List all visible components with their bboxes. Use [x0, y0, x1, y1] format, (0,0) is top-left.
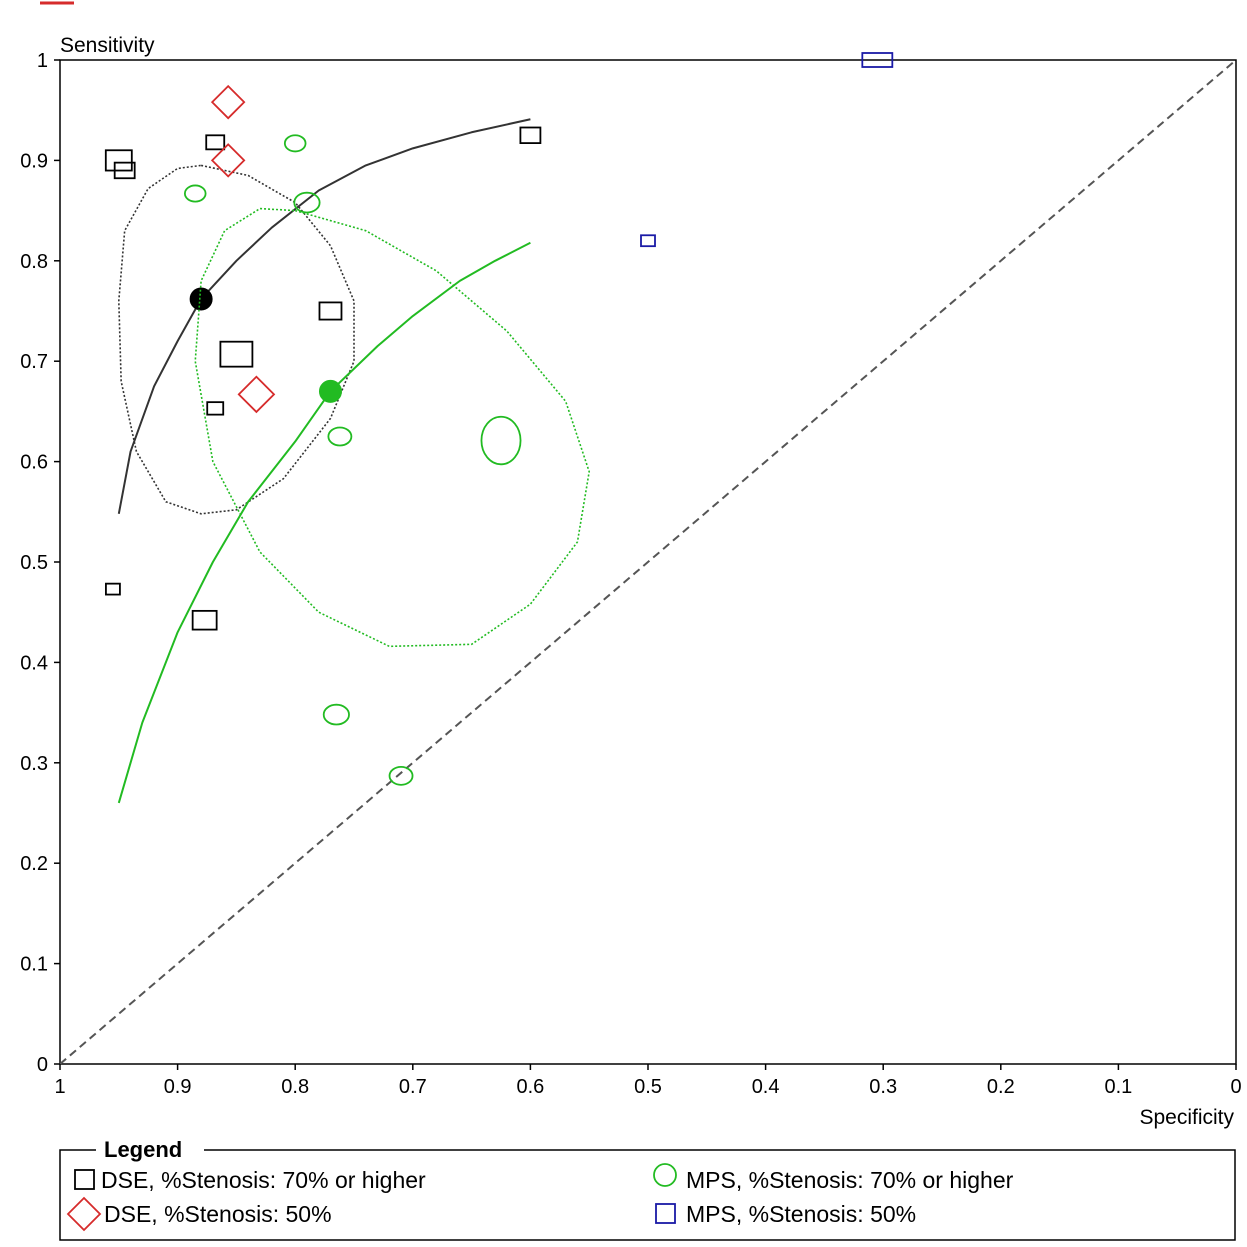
study-diamond-marker	[210, 143, 246, 178]
study-circle-marker	[480, 415, 522, 466]
summary-point	[189, 287, 213, 311]
x-tick-label: 0.2	[987, 1076, 1015, 1098]
legend-title: Legend	[104, 1137, 182, 1162]
study-square-marker	[206, 401, 225, 416]
study-circle-marker	[183, 184, 207, 203]
sroc-curve	[117, 118, 531, 514]
study-circle-marker	[293, 191, 321, 214]
study-square-marker	[191, 609, 218, 631]
series-0	[104, 118, 542, 631]
y-tick-label: 0.2	[20, 853, 48, 875]
x-tick-label: 0.7	[399, 1076, 427, 1098]
x-tick-label: 0.3	[869, 1076, 897, 1098]
y-tick-label: 0.3	[20, 753, 48, 775]
legend-entry-mps-70: MPS, %Stenosis: 70% or higher	[686, 1167, 1014, 1193]
x-tick-label: 0.4	[752, 1076, 780, 1098]
legend-marker-mps-70	[653, 1163, 677, 1187]
x-tick-label: 0.5	[634, 1076, 662, 1098]
y-tick-label: 0.9	[20, 150, 48, 172]
study-circle-marker	[327, 426, 353, 447]
x-tick-label: 0.9	[164, 1076, 192, 1098]
study-square-marker	[219, 340, 254, 368]
legend-entry-dse-50: DSE, %Stenosis: 50%	[104, 1201, 332, 1227]
y-axis-title: Sensitivity	[60, 34, 155, 57]
legend-border	[59, 1149, 1236, 1241]
x-tick-label: 0.1	[1104, 1076, 1132, 1098]
x-tick-label: 0.6	[516, 1076, 544, 1098]
y-tick-label: 0.5	[20, 552, 48, 574]
series-layer	[104, 52, 894, 804]
series-1	[210, 84, 276, 414]
study-square-marker	[861, 52, 894, 68]
y-tick-label: 0.7	[20, 351, 48, 373]
legend-marker-dse-50	[66, 1196, 102, 1232]
study-square-marker	[105, 582, 121, 596]
legend-marker-mps-50	[655, 1203, 676, 1224]
confidence-region	[118, 164, 355, 515]
confidence-region	[194, 207, 591, 648]
plot-area: 0 0.1 0.2 0.3 0.4 0.5 0.6 0.7 0.8 0.9 1 1 0.9 0.8 0.7 0…	[20, 50, 1241, 1098]
legend-entry-mps-50: MPS, %Stenosis: 50%	[686, 1201, 916, 1227]
study-circle-marker	[388, 765, 414, 786]
legend: Legend DSE, %Stenosis: 70% or higher DSE…	[59, 1137, 1236, 1241]
y-tick-label: 0	[37, 1054, 48, 1076]
y-tick-label: 0.1	[20, 954, 48, 976]
x-axis-title: Specificity	[1139, 1106, 1234, 1129]
chance-diagonal	[59, 59, 1237, 1065]
legend-entry-dse-70: DSE, %Stenosis: 70% or higher	[101, 1167, 426, 1193]
y-tick-label: 0.6	[20, 452, 48, 474]
study-square-marker	[318, 301, 343, 321]
study-circle-marker	[283, 134, 307, 153]
x-tick-label: 0	[1230, 1076, 1241, 1098]
summary-point	[318, 379, 342, 403]
study-square-marker	[640, 234, 656, 248]
legend-marker-dse-70	[74, 1169, 95, 1190]
study-square-marker	[519, 126, 542, 145]
study-square-marker	[205, 134, 226, 151]
x-tick-label: 1	[54, 1076, 65, 1098]
y-tick-label: 1	[37, 50, 48, 72]
study-square-marker	[104, 149, 133, 172]
study-square-marker	[113, 161, 136, 180]
study-diamond-marker	[237, 375, 276, 414]
x-tick-label: 0.8	[281, 1076, 309, 1098]
y-tick-label: 0.4	[20, 652, 48, 674]
sroc-curve	[117, 241, 531, 804]
study-circle-marker	[322, 703, 350, 726]
series-2	[117, 134, 591, 804]
study-diamond-marker	[210, 84, 246, 120]
series-3	[640, 52, 894, 248]
y-tick-label: 0.8	[20, 251, 48, 273]
